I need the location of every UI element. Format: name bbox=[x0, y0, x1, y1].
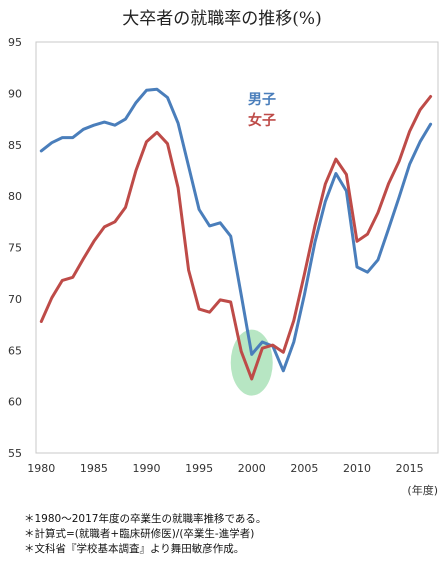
y-tick-label: 55 bbox=[8, 447, 22, 460]
x-axis-unit-label: (年度) bbox=[407, 483, 438, 497]
x-tick-label: 2000 bbox=[238, 462, 266, 475]
legend-label: 男子 bbox=[248, 92, 276, 108]
series-line bbox=[39, 95, 433, 381]
y-axis-ticks: 55 60 65 70 75 80 85 90 95 bbox=[8, 36, 22, 460]
series-layer bbox=[39, 87, 433, 381]
legend-label: 女子 bbox=[248, 112, 276, 129]
y-tick-label: 90 bbox=[8, 87, 22, 100]
highlight-ellipse bbox=[230, 329, 273, 396]
y-tick-label: 75 bbox=[8, 242, 22, 255]
x-axis-ticks: 1980 1985 1990 1995 2000 2005 2010 2015 bbox=[27, 462, 423, 475]
y-tick-label: 95 bbox=[8, 36, 22, 49]
plot-area bbox=[35, 41, 439, 454]
footnotes: ＊1980〜2017年度の卒業生の就職率推移である。 ＊計算式=(就職者+臨床研… bbox=[24, 512, 266, 557]
footnote-period: ＊1980〜2017年度の卒業生の就職率推移である。 bbox=[24, 513, 267, 525]
x-tick-label: 2005 bbox=[290, 462, 318, 475]
x-tick-label: 1995 bbox=[185, 462, 213, 475]
footnote-formula: ＊計算式=(就職者+臨床研修医)/(卒業生-進学者) bbox=[24, 528, 255, 540]
x-tick-label: 2015 bbox=[396, 462, 424, 475]
x-tick-label: 1985 bbox=[80, 462, 108, 475]
y-tick-label: 80 bbox=[8, 190, 22, 203]
x-tick-label: 1980 bbox=[27, 462, 55, 475]
highlight-layer bbox=[230, 329, 273, 396]
footnote-source: ＊文科省『学校基本調査』より舞田敏彦作成。 bbox=[24, 543, 245, 555]
y-tick-label: 60 bbox=[8, 396, 22, 409]
y-tick-label: 85 bbox=[8, 139, 22, 152]
x-tick-label: 2010 bbox=[343, 462, 371, 475]
chart-title: 大卒者の就職率の推移(%) bbox=[122, 9, 321, 29]
y-tick-label: 70 bbox=[8, 293, 22, 306]
x-tick-label: 1990 bbox=[132, 462, 160, 475]
series-line bbox=[39, 87, 433, 373]
y-tick-label: 65 bbox=[8, 344, 22, 357]
